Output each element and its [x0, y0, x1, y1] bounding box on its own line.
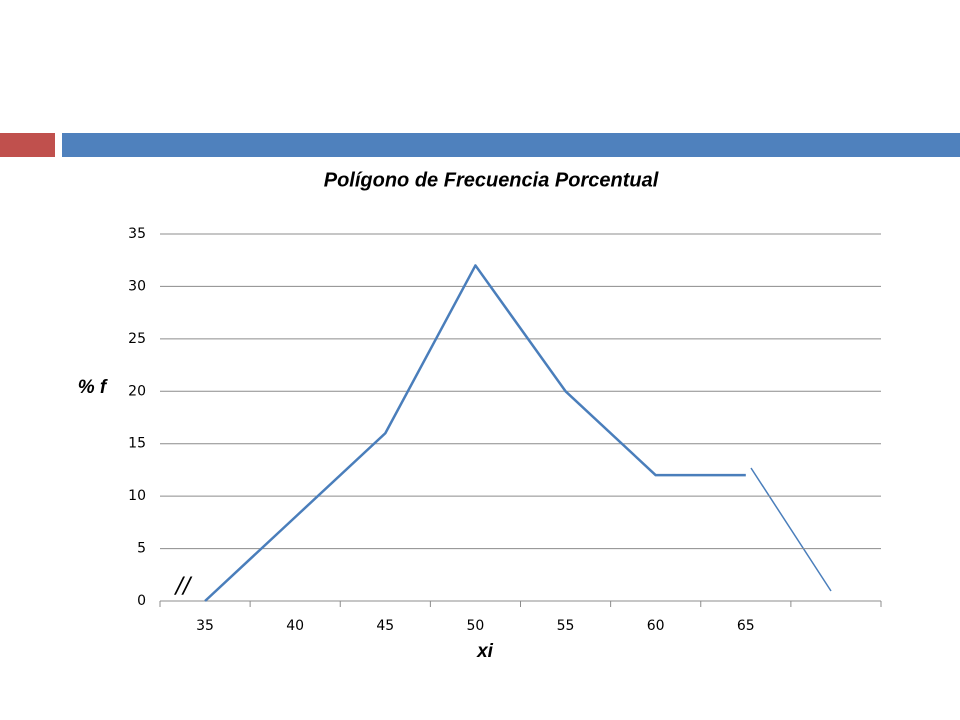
- y-tick-label: 25: [128, 331, 146, 347]
- drawn-segment: [750, 467, 832, 592]
- x-tick-label: 50: [467, 618, 485, 634]
- x-tick-label: 55: [557, 618, 575, 634]
- y-tick-label: 30: [128, 278, 146, 294]
- y-tick-label: 5: [137, 541, 146, 557]
- x-tick-label: 40: [286, 618, 304, 634]
- x-tick-label: 65: [737, 618, 755, 634]
- y-axis-label: % f: [78, 377, 108, 398]
- y-tick-label: 10: [128, 488, 146, 504]
- y-tick-label: 15: [128, 436, 146, 452]
- chart-title: Polígono de Frecuencia Porcentual: [324, 169, 659, 191]
- x-tick-label: 60: [647, 618, 665, 634]
- y-tick-label: 20: [128, 383, 146, 399]
- x-axis-label: xi: [476, 641, 494, 662]
- axis-break: //: [174, 574, 193, 599]
- header-bar: [62, 133, 960, 157]
- x-tick-label: 35: [196, 618, 214, 634]
- y-tick-label: 35: [128, 226, 146, 242]
- x-tick-label: 45: [376, 618, 394, 634]
- y-tick-label: 0: [137, 593, 146, 609]
- accent-bar: [0, 133, 55, 157]
- data-line: [204, 264, 746, 602]
